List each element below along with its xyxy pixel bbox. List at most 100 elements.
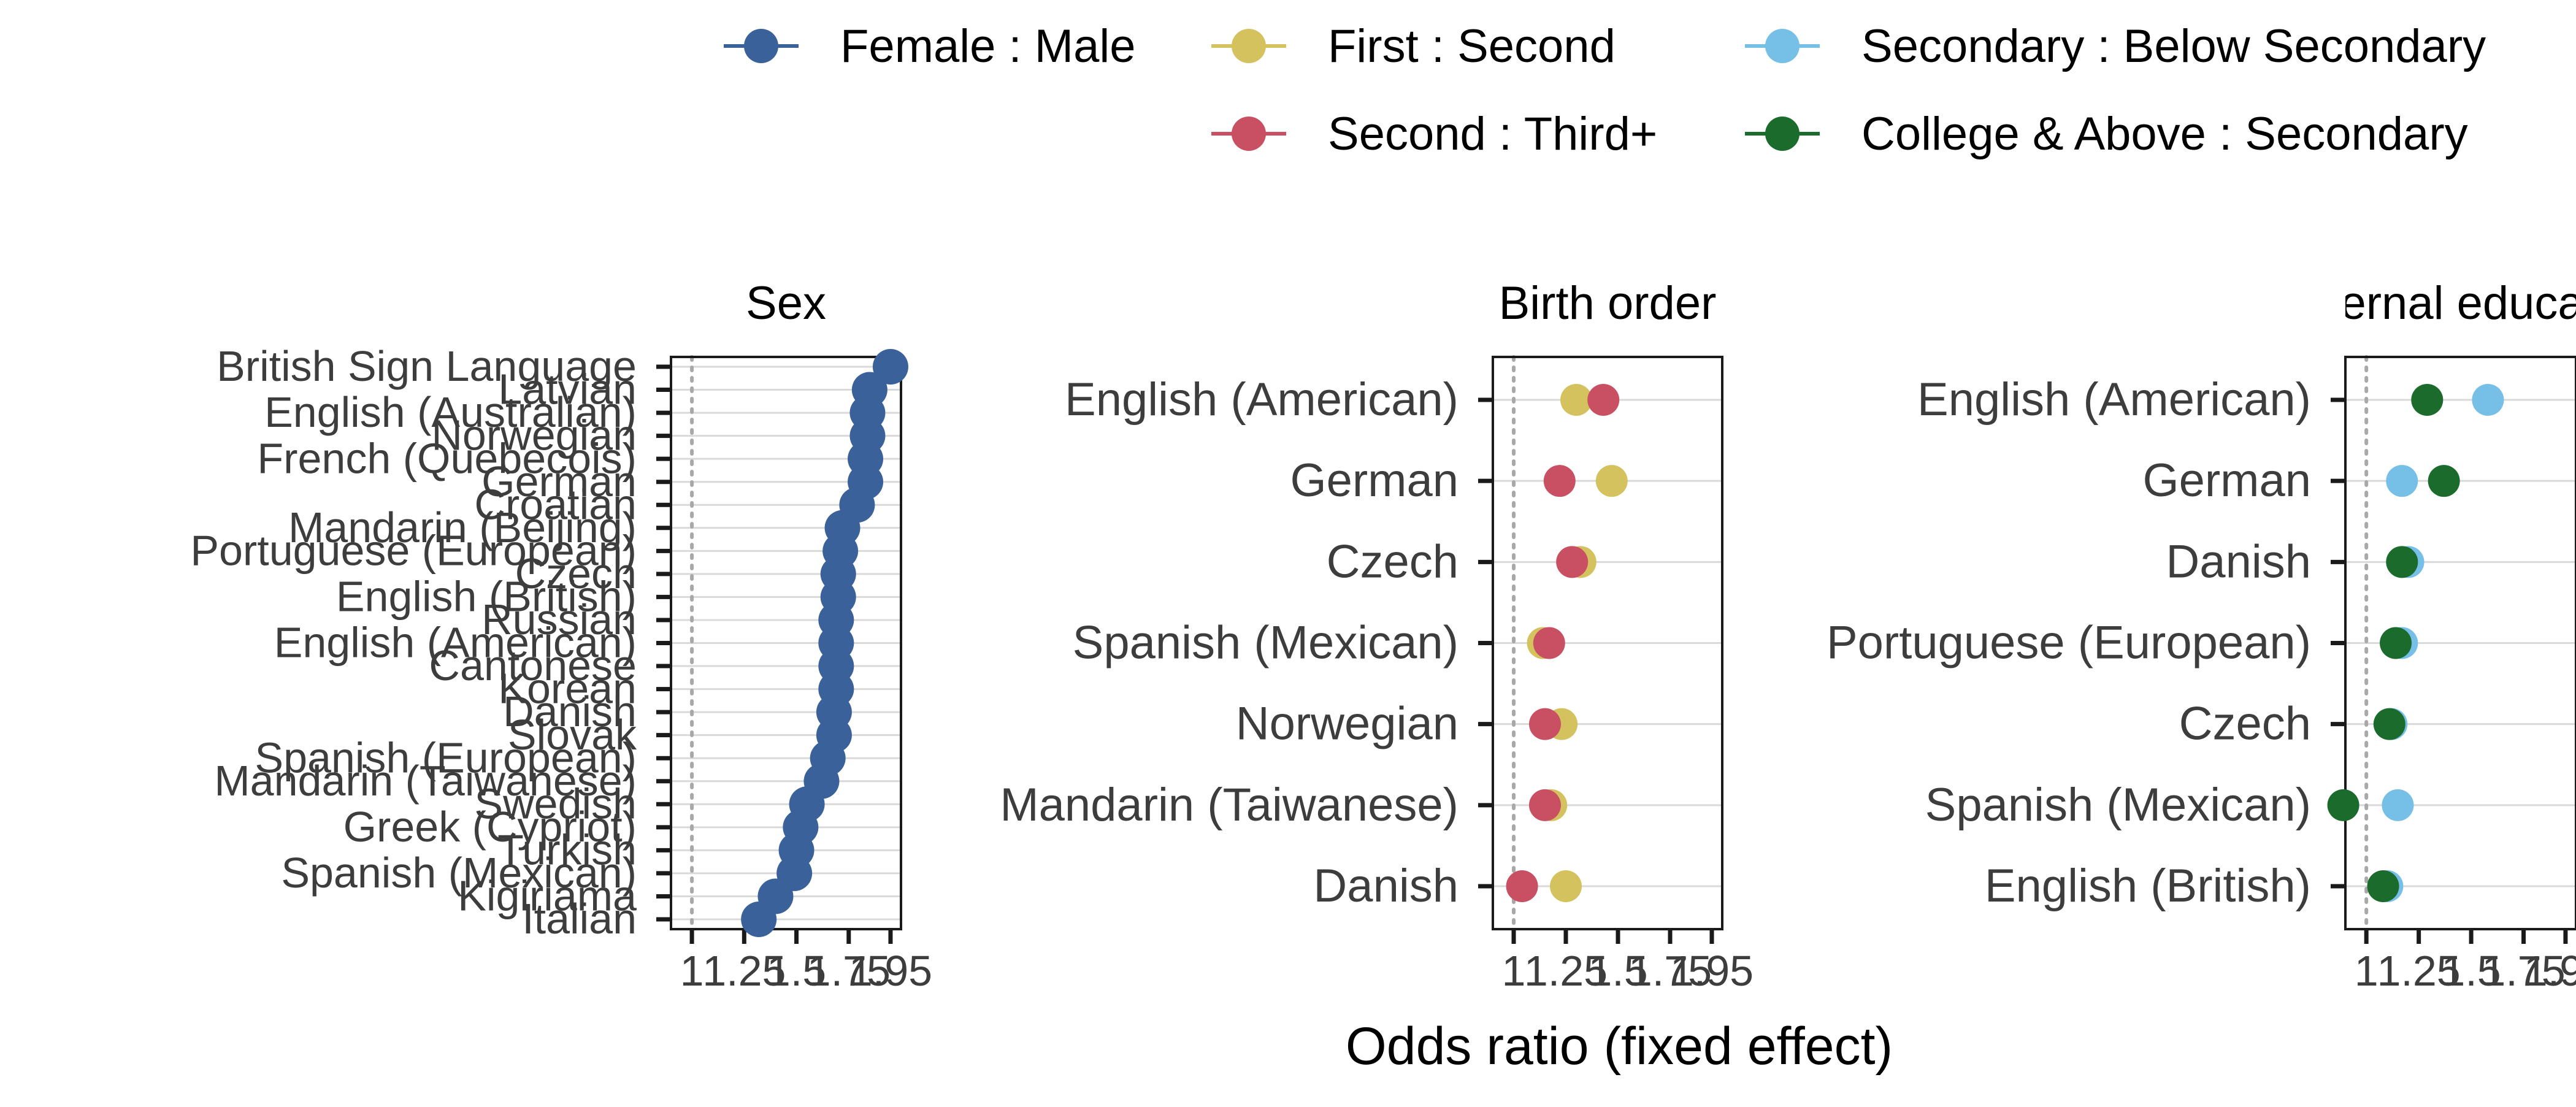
y-tick-label-english-american: English (American) (274, 619, 637, 667)
y-tick-label-english-american: English (American) (1917, 373, 2311, 426)
y-tick-label-mandarin-taiwanese: Mandarin (Taiwanese) (1000, 779, 1459, 831)
y-tick-label-slovak: Slovak (508, 711, 637, 759)
y-tick-label-kigiriama: Kigiriama (458, 872, 637, 920)
legend-label: Secondary : Below Secondary (1861, 20, 2486, 72)
point-sb-spanish-mexican (2382, 789, 2414, 821)
y-tick-label-spanish-mexican: Spanish (Mexican) (1925, 779, 2311, 831)
legend-item-second-third: Second : Third+ (1211, 108, 1657, 160)
x-tick-label-1-75: 1.75 (2482, 947, 2565, 995)
point-sb-english-american (2472, 384, 2504, 416)
y-tick-label-czech: Czech (2179, 698, 2311, 750)
legend-item-first-second: First : Second (1211, 20, 1616, 72)
y-tick-label-italian: Italian (522, 895, 637, 943)
y-tick-label-spanish-mexican: Spanish (Mexican) (281, 849, 637, 897)
y-tick-label-spanish-mexican: Spanish (Mexican) (1073, 617, 1459, 669)
x-tick-label-1-25: 1.25 (1524, 947, 1608, 995)
legend-item-female-male: Female : Male (724, 20, 1136, 72)
legend-label: Second : Third+ (1328, 108, 1657, 160)
legend-key-dot (1765, 29, 1800, 63)
point-fs-danish (1550, 870, 1582, 902)
x-tick-label-1-25: 1.25 (702, 947, 786, 995)
y-tick-label-czech: Czech (515, 550, 637, 597)
point-fm-british-sign-language (872, 349, 908, 385)
x-tick-label-1-5: 1.5 (767, 947, 826, 995)
y-tick-label-german: German (2142, 454, 2311, 507)
legend-key-dot (1765, 117, 1800, 151)
point-st-danish (1506, 870, 1538, 902)
point-st-mandarin-taiwanese (1529, 789, 1561, 821)
y-tick-label-latvian: Latvian (498, 366, 637, 413)
y-tick-label-cantonese: Cantonese (429, 642, 637, 689)
y-tick-label-mandarin-taiwanese: Mandarin (Taiwanese) (214, 757, 637, 805)
panel-title: Birth order (1499, 277, 1717, 329)
x-tick-label-1-95: 1.95 (849, 947, 932, 995)
x-tick-label-1-95: 1.95 (2524, 947, 2576, 995)
point-st-spanish-mexican (1533, 627, 1565, 659)
y-tick-label-czech: Czech (1327, 535, 1459, 588)
y-tick-label-german: German (481, 458, 637, 505)
y-tick-label-norwegian: Norwegian (431, 412, 637, 459)
y-tick-label-portuguese-european: Portuguese (European) (1827, 617, 2311, 669)
point-cs-portuguese-european (2380, 627, 2412, 659)
point-cs-danish (2386, 546, 2418, 578)
y-tick-label-french-quebecois: French (Quebecois) (257, 434, 637, 482)
y-tick-label-english-british: English (British) (336, 573, 637, 621)
y-tick-label-croatian: Croatian (474, 480, 637, 528)
point-st-english-american (1587, 384, 1620, 416)
y-tick-label-portuguese-european: Portuguese (European) (190, 526, 637, 574)
y-tick-label-spanish-european: Spanish (European) (255, 734, 637, 781)
point-st-norwegian (1529, 708, 1561, 740)
point-st-czech (1556, 546, 1589, 578)
panel-maternal-education: Maternal education English (American) Germ… (1827, 277, 2576, 995)
point-cs-english-british (2367, 870, 2399, 902)
panel-title: Maternal education (2263, 277, 2576, 329)
y-tick-label-korean: Korean (498, 665, 637, 713)
legend-item-college-above-secondary: College & Above : Secondary (1745, 108, 2468, 160)
point-fs-english-american (1560, 384, 1592, 416)
point-fm-italian (741, 902, 777, 937)
panel-title: Sex (746, 277, 826, 329)
legend-key-dot (1232, 29, 1266, 63)
x-tick-label-1-75: 1.75 (807, 947, 891, 995)
y-tick-label-german: German (1290, 454, 1459, 507)
legend-label: First : Second (1328, 20, 1616, 72)
x-tick-label-1-5: 1.5 (2441, 947, 2501, 995)
point-st-german (1543, 465, 1576, 497)
x-tick-label-1-95: 1.95 (1670, 947, 1754, 995)
x-tick-label-1-5: 1.5 (1588, 947, 1647, 995)
x-axis-title: Odds ratio (fixed effect) (1346, 1017, 1893, 1076)
y-tick-label-danish: Danish (503, 688, 637, 735)
legend-label: College & Above : Secondary (1861, 108, 2468, 160)
panel-birth-order: Birth order English (American) German Czech… (1000, 277, 1754, 995)
y-tick-label-mandarin-beijing: Mandarin (Beijing) (288, 504, 637, 551)
legend-key-dot (744, 29, 778, 63)
y-tick-label-danish: Danish (1313, 860, 1459, 912)
point-cs-german (2428, 465, 2460, 497)
y-tick-label-russian: Russian (481, 596, 637, 643)
legend: Female : Male First : Second Secondary : B… (724, 20, 2486, 160)
point-cs-czech (2373, 708, 2405, 740)
y-tick-label-danish: Danish (2166, 535, 2311, 588)
x-tick-label-1: 1 (2355, 947, 2379, 995)
y-tick-label-english-american: English (American) (1065, 373, 1459, 426)
legend-label: Female : Male (840, 20, 1136, 72)
legend-item-secondary-below-secondary: Secondary : Below Secondary (1745, 20, 2486, 72)
point-sb-german (2386, 465, 2418, 497)
y-tick-label-swedish: Swedish (474, 779, 637, 827)
y-tick-label-norwegian: Norwegian (1236, 698, 1459, 750)
y-tick-label-british-sign-language: British Sign Language (217, 342, 637, 390)
legend-key-dot (1232, 117, 1266, 151)
y-tick-label-turkish: Turkish (497, 825, 637, 873)
x-tick-label-1: 1 (1502, 947, 1526, 995)
y-tick-label-english-british: English (British) (1985, 860, 2311, 912)
x-tick-label-1: 1 (680, 947, 704, 995)
y-tick-label-english-australian: English (Australian) (264, 388, 637, 436)
x-tick-label-1-75: 1.75 (1628, 947, 1712, 995)
point-fs-german (1595, 465, 1628, 497)
x-tick-label-1-25: 1.25 (2377, 947, 2461, 995)
point-cs-english-american (2411, 384, 2444, 416)
